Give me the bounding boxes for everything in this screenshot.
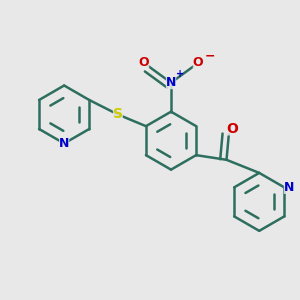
Text: O: O xyxy=(139,56,149,69)
Text: −: − xyxy=(205,50,215,63)
Text: N: N xyxy=(284,181,294,194)
Text: S: S xyxy=(113,107,123,122)
Text: O: O xyxy=(193,56,203,69)
Text: +: + xyxy=(176,69,184,79)
Text: N: N xyxy=(59,137,69,150)
Text: O: O xyxy=(226,122,238,136)
Text: N: N xyxy=(166,76,176,89)
